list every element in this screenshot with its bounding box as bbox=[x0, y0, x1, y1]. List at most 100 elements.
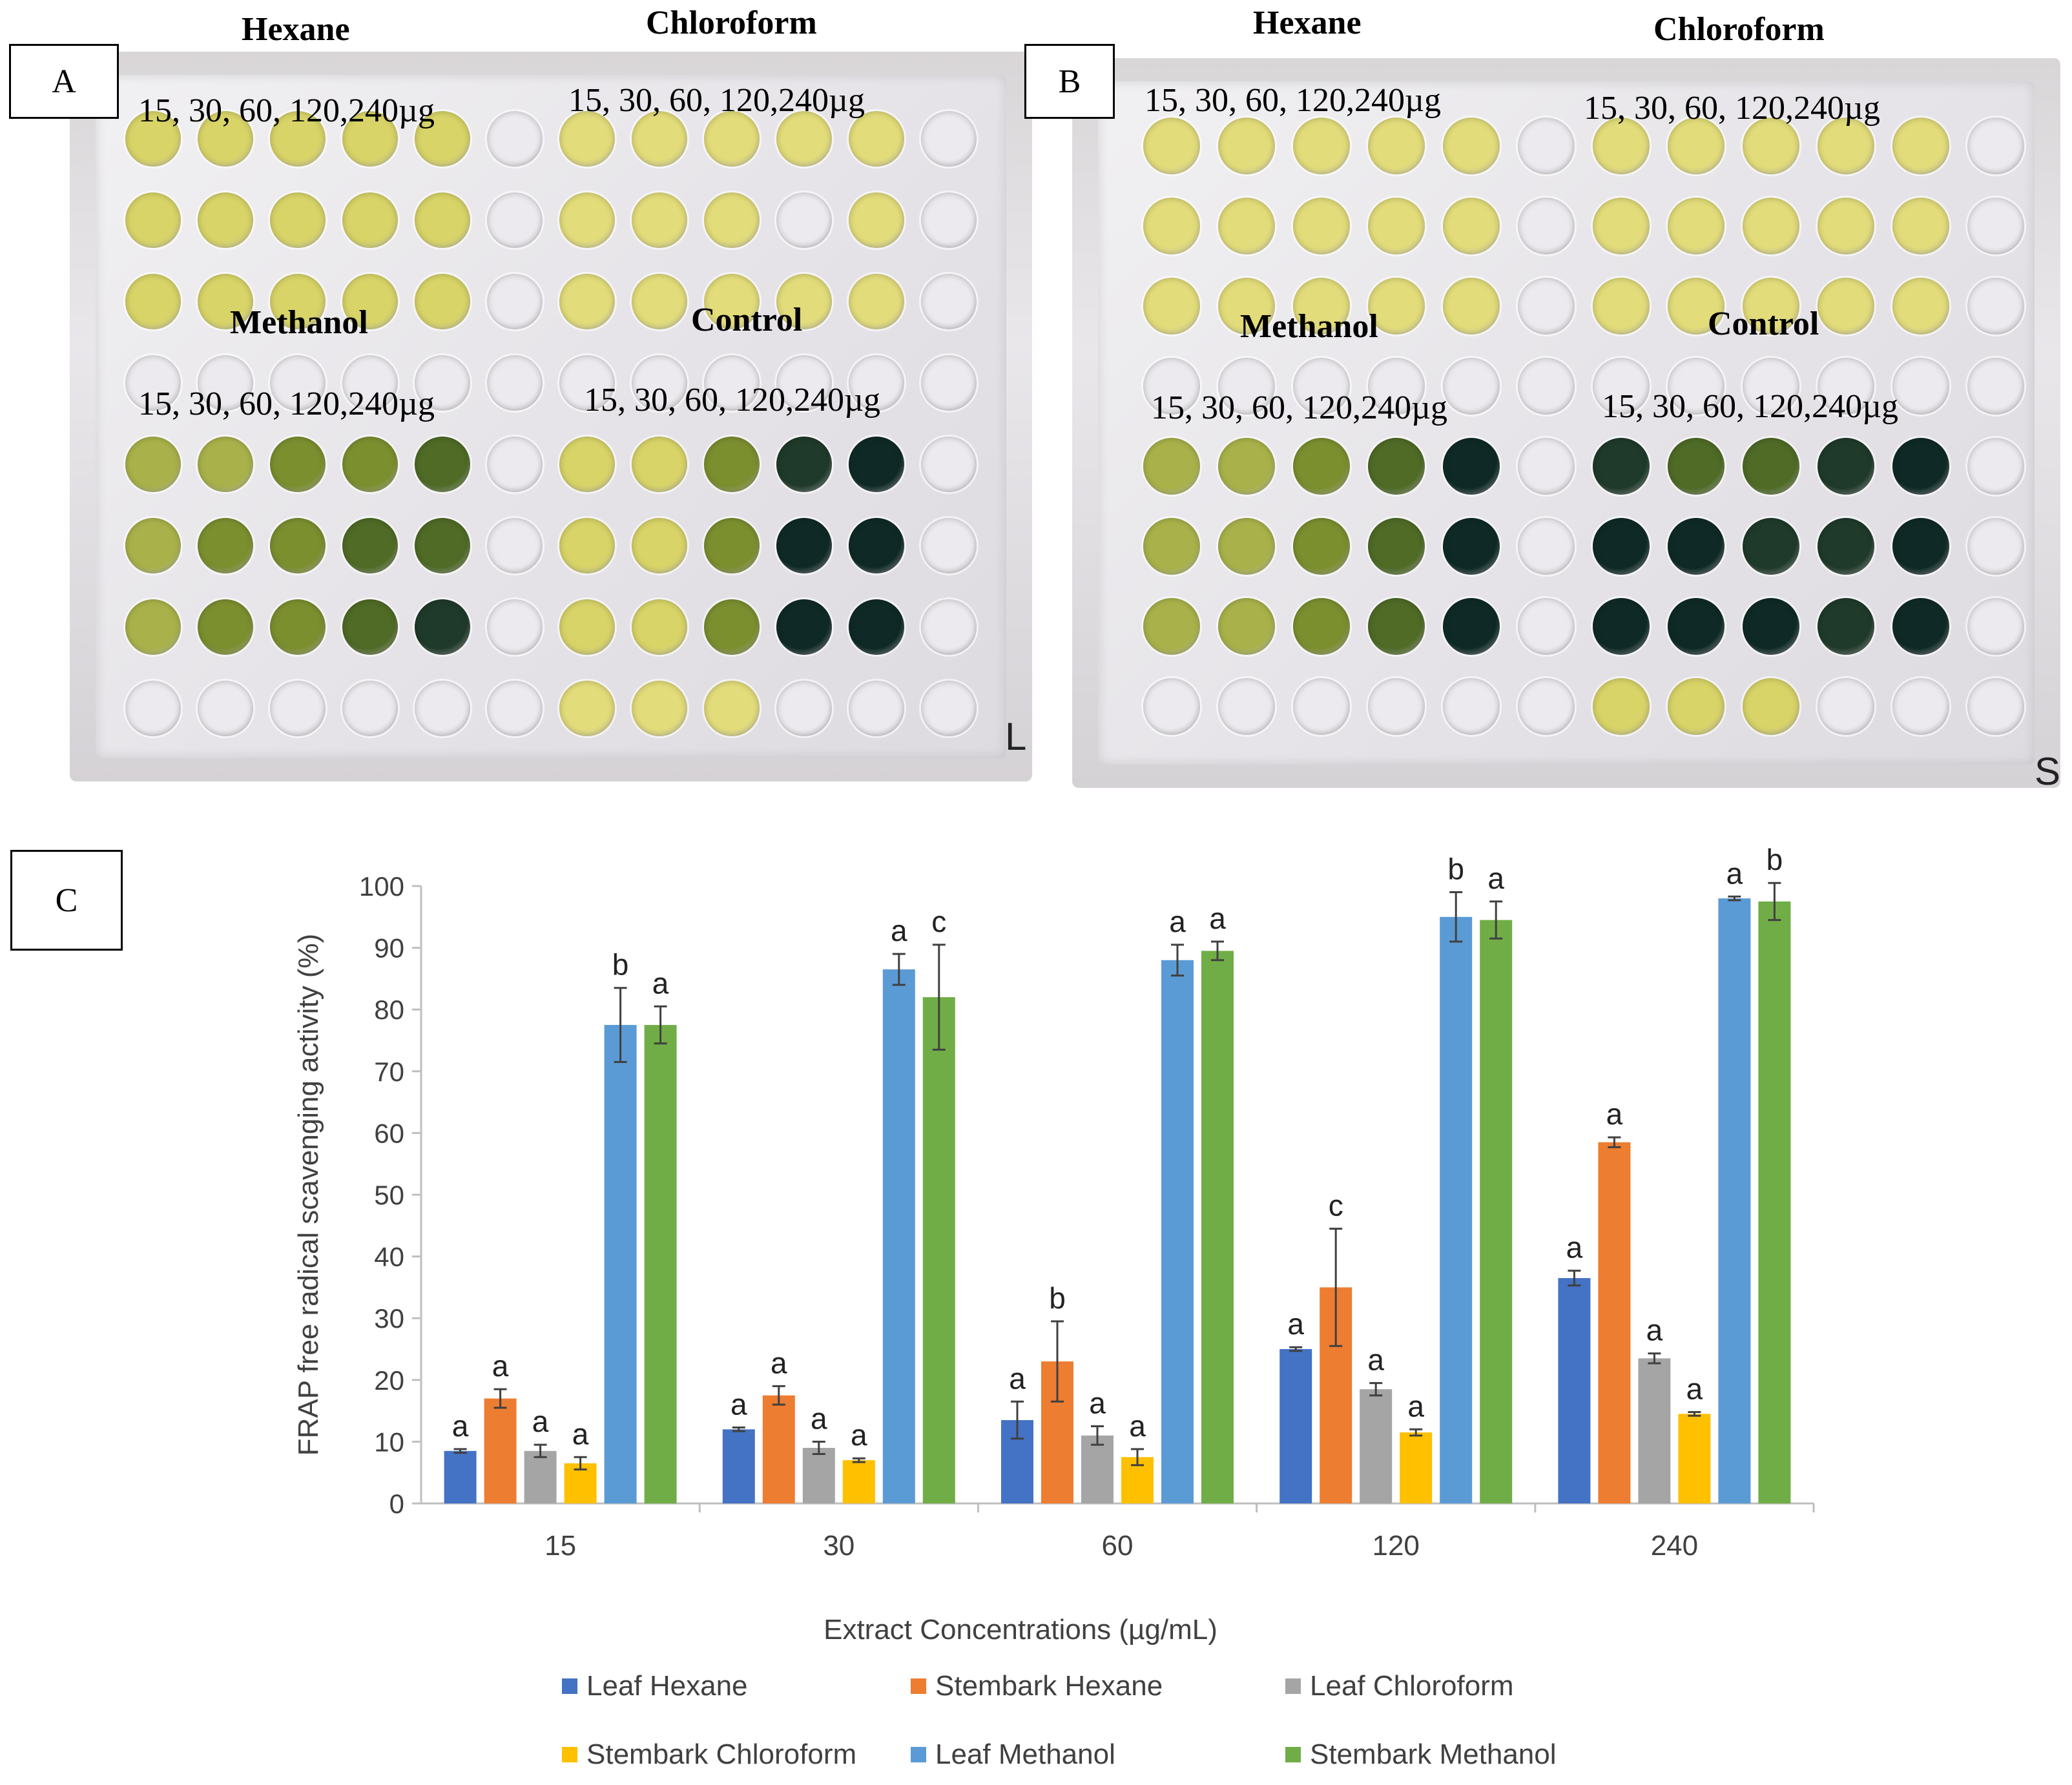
plate-well bbox=[487, 681, 543, 736]
plate-a-conc-top-right: 15, 30, 60, 120,240µg bbox=[568, 82, 865, 119]
y-tick-label: 80 bbox=[374, 995, 404, 1025]
bar bbox=[1718, 898, 1751, 1503]
plate-a-conc-bottom-right: 15, 30, 60, 120,240µg bbox=[584, 382, 880, 418]
plate-well bbox=[1593, 438, 1650, 495]
significance-letter: a bbox=[572, 1417, 589, 1450]
legend-item: Stembark Hexane bbox=[911, 1670, 1163, 1702]
legend-label: Leaf Methanol bbox=[935, 1739, 1115, 1770]
plate-well bbox=[1892, 278, 1949, 335]
legend-label: Stembark Chloroform bbox=[586, 1739, 857, 1770]
plate-well bbox=[342, 192, 398, 248]
significance-letter: a bbox=[1287, 1307, 1304, 1341]
bar bbox=[1598, 1142, 1631, 1503]
legend-swatch bbox=[911, 1747, 926, 1762]
legend-swatch bbox=[1285, 1678, 1301, 1694]
bar bbox=[1758, 901, 1791, 1503]
plate-well bbox=[1743, 438, 1799, 495]
significance-letter: a bbox=[1009, 1361, 1026, 1395]
bar bbox=[524, 1450, 557, 1503]
plate-well bbox=[559, 599, 615, 655]
plate-a-hexane-title: Hexane bbox=[242, 11, 350, 48]
plate-well bbox=[1668, 118, 1725, 174]
significance-letter: a bbox=[771, 1346, 787, 1379]
plate-well bbox=[487, 274, 543, 329]
plate-well bbox=[415, 192, 470, 248]
plate-well bbox=[1518, 118, 1575, 174]
plate-well bbox=[1818, 678, 1874, 735]
legend-swatch bbox=[562, 1678, 577, 1694]
plate-well bbox=[559, 518, 615, 573]
x-tick-label: 120 bbox=[1372, 1530, 1419, 1562]
plate-well bbox=[125, 111, 181, 167]
bar bbox=[1678, 1414, 1711, 1503]
plate-well bbox=[1818, 118, 1874, 174]
plate-well bbox=[1967, 598, 2024, 655]
significance-letter: a bbox=[1606, 1097, 1623, 1131]
plate-well bbox=[270, 111, 326, 167]
plate-well bbox=[342, 274, 398, 329]
plate-well bbox=[1518, 598, 1575, 655]
legend-item: Leaf Methanol bbox=[911, 1739, 1115, 1771]
plate-well bbox=[1143, 678, 1200, 735]
significance-letter: b bbox=[612, 948, 629, 982]
plate-well bbox=[776, 437, 832, 492]
plate-well bbox=[1218, 198, 1275, 254]
x-tick-label: 60 bbox=[1102, 1530, 1134, 1562]
bar bbox=[1279, 1349, 1312, 1503]
plate-well bbox=[1143, 518, 1200, 575]
plate-well bbox=[1443, 358, 1500, 415]
significance-letter: b bbox=[1766, 843, 1783, 876]
plate-well bbox=[704, 111, 760, 167]
plate-well bbox=[1668, 198, 1725, 254]
plate-well bbox=[1818, 198, 1874, 254]
plate-well bbox=[632, 681, 687, 736]
legend-swatch bbox=[1285, 1747, 1301, 1762]
plate-well bbox=[1443, 598, 1500, 655]
legend-item: Leaf Chloroform bbox=[1285, 1670, 1513, 1702]
plate-well bbox=[921, 518, 977, 573]
plate-well bbox=[1293, 118, 1350, 174]
plate-b-conc-top-right: 15, 30, 60, 120,240µg bbox=[1584, 90, 1880, 127]
plate-well bbox=[704, 355, 760, 411]
y-axis-title: FRAP free radical scavenging activity (%… bbox=[293, 934, 324, 1456]
bar bbox=[1360, 1389, 1393, 1503]
bar bbox=[1161, 960, 1194, 1503]
plate-well bbox=[1368, 438, 1425, 495]
panel-b-label: B bbox=[1024, 44, 1115, 119]
plate-well bbox=[1892, 438, 1949, 495]
plate-a-methanol-title: Methanol bbox=[230, 304, 368, 341]
plate-well bbox=[342, 518, 398, 573]
plate-well bbox=[1293, 198, 1350, 254]
plate-b-hexane-title: Hexane bbox=[1253, 5, 1362, 41]
plate-b-methanol-title: Methanol bbox=[1240, 308, 1378, 345]
plate-well bbox=[776, 355, 832, 411]
plate-well bbox=[559, 437, 615, 492]
legend-label: Stembark Methanol bbox=[1310, 1739, 1557, 1770]
plate-well bbox=[415, 518, 470, 573]
significance-letter: a bbox=[1169, 905, 1186, 938]
plate-b-chloroform-title: Chloroform bbox=[1653, 11, 1825, 48]
x-tick-label: 30 bbox=[823, 1530, 855, 1562]
plate-well bbox=[270, 681, 326, 736]
plate-well bbox=[342, 111, 398, 167]
plate-well bbox=[849, 192, 904, 248]
plate-a-conc-top-left: 15, 30, 60, 120,240µg bbox=[138, 92, 435, 129]
plate-well bbox=[1892, 118, 1949, 174]
plate-well bbox=[559, 111, 615, 167]
plate-well bbox=[632, 355, 687, 411]
plate-well bbox=[1443, 518, 1500, 575]
plate-well bbox=[1443, 198, 1500, 254]
plate-well bbox=[849, 681, 904, 736]
plate-well bbox=[921, 599, 977, 655]
plate-well bbox=[776, 518, 832, 573]
plate-well bbox=[270, 518, 326, 573]
plate-well bbox=[125, 437, 181, 492]
significance-letter: a bbox=[452, 1409, 469, 1443]
plate-well bbox=[1743, 358, 1799, 415]
plate-well bbox=[704, 192, 760, 248]
plate-well bbox=[1967, 278, 2024, 335]
y-tick-label: 60 bbox=[374, 1118, 404, 1148]
plate-well bbox=[776, 681, 832, 736]
legend-label: Leaf Chloroform bbox=[1310, 1670, 1514, 1702]
